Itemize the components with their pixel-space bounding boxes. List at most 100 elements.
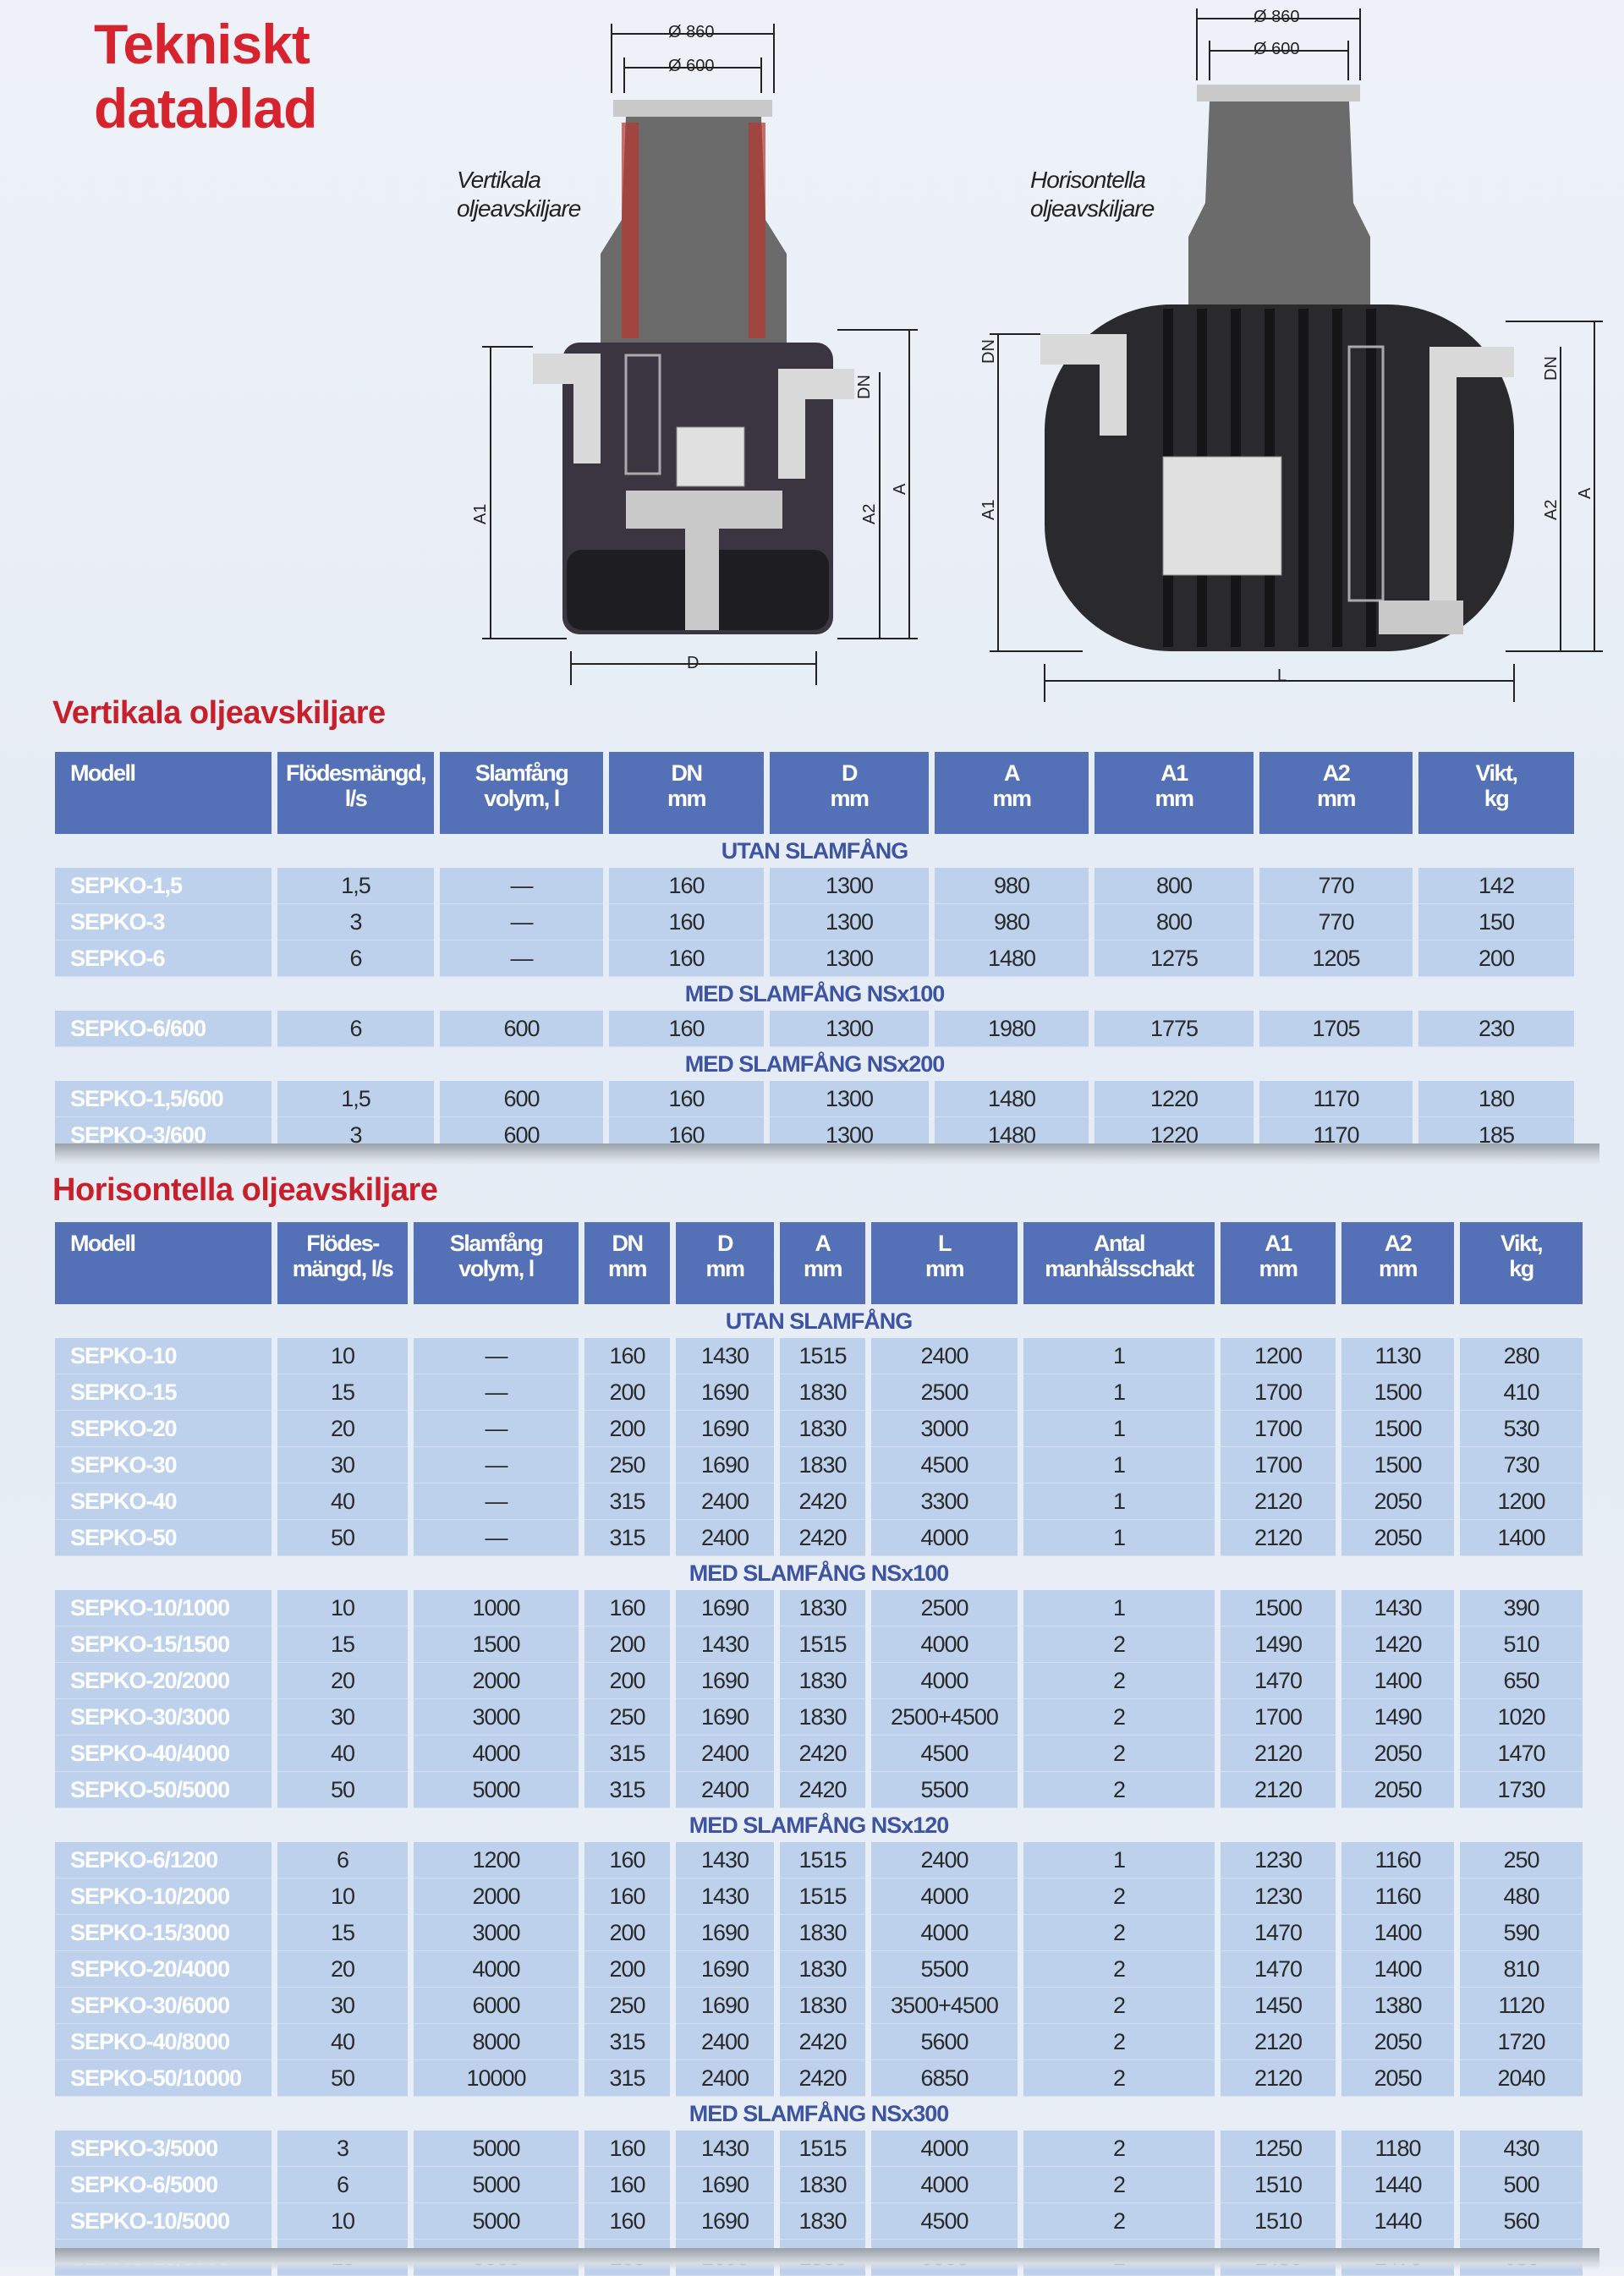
model-cell: SEPKO-6/1200	[55, 1842, 272, 1878]
table-cell: 10	[277, 1878, 408, 1915]
dimension-inner-diameter: Ø 600	[1254, 40, 1299, 58]
column-header: Slamfång volym, l	[440, 752, 603, 834]
table-cell: 1830	[780, 1447, 865, 1484]
table-cell: 50	[277, 2060, 408, 2097]
model-cell: SEPKO-20/4000	[55, 1951, 272, 1988]
group-label: UTAN SLAMFÅNG	[725, 1308, 913, 1334]
title-line-1: Tekniskt	[94, 13, 310, 75]
table-cell: 4500	[871, 2203, 1018, 2240]
table-cell: 2050	[1341, 1772, 1454, 1808]
table-cell: 1430	[1341, 1590, 1454, 1626]
table-cell: 1400	[1341, 1915, 1454, 1951]
table-cell: —	[414, 1520, 579, 1556]
header-line: A1	[1265, 1231, 1292, 1256]
table-cell: 4000	[871, 1626, 1018, 1663]
header-line: Antal	[1094, 1231, 1146, 1256]
dimension-a: A	[891, 483, 909, 495]
dimension-a2: A2	[1542, 500, 1561, 520]
table-cell: 2420	[780, 1736, 865, 1772]
table-cell: 1690	[676, 1411, 774, 1447]
group-header-row: MED SLAMFÅNG NSx120	[55, 1808, 1583, 1842]
model-cell: SEPKO-30/6000	[55, 1988, 272, 2024]
table-cell: 1480	[935, 1081, 1089, 1117]
table-cell: 510	[1460, 1626, 1583, 1663]
table-row: SEPKO-20/4000 20 4000 200 1690 1830 5500 2 1470 1…	[55, 1951, 1583, 1988]
header-line: D	[842, 760, 859, 786]
model-cell: SEPKO-1,5/600	[55, 1081, 272, 1117]
table-cell: 200	[584, 1951, 670, 1988]
header-line: mm	[667, 786, 707, 811]
column-header: Modell	[55, 752, 272, 834]
table-cell: 1430	[676, 1878, 774, 1915]
table-cell: 10	[277, 1338, 408, 1374]
table-cell: 1500	[414, 1626, 579, 1663]
table-cell: 1170	[1259, 1081, 1413, 1117]
table-cell: 30	[277, 1447, 408, 1484]
table-cell: 1690	[676, 1374, 774, 1411]
table-cell: —	[414, 1338, 579, 1374]
header-line: Flödes-	[306, 1231, 380, 1256]
table-cell: 1690	[676, 2167, 774, 2203]
header-line: volym, l	[484, 786, 560, 811]
table-cell: 1430	[676, 1338, 774, 1374]
table-row: SEPKO-50 50—315 2400 2420 4000 1 2120 2050 1400	[55, 1520, 1583, 1556]
table-cell: 2400	[676, 2024, 774, 2060]
table-cell: 2	[1023, 2060, 1215, 2097]
table-cell: 4000	[414, 1951, 579, 1988]
model-cell: SEPKO-50/5000	[55, 1772, 272, 1808]
table-cell: 200	[584, 1915, 670, 1951]
column-header: A2 mm	[1259, 752, 1413, 834]
table-cell: 6	[277, 941, 434, 977]
table-cell: 6000	[414, 1988, 579, 2024]
dimension-inner-diameter: Ø 600	[668, 57, 714, 75]
table-cell: 1515	[780, 1626, 865, 1663]
dimension-dn: DN	[474, 356, 478, 381]
table-cell: 5000	[414, 2131, 579, 2167]
vertical-diagram-caption: Vertikala oljeavskiljare	[457, 166, 581, 223]
table-cell: 6850	[871, 2060, 1018, 2097]
table-cell: 2	[1023, 1699, 1215, 1736]
table-cell: 1830	[780, 1988, 865, 2024]
dimension-d: D	[687, 654, 699, 672]
table-cell: 20	[277, 1951, 408, 1988]
model-cell: SEPKO-6/5000	[55, 2167, 272, 2203]
table-cell: 3500+4500	[871, 1988, 1018, 2024]
caption-line: oljeavskiljare	[1030, 195, 1155, 222]
table-cell: 4000	[871, 1520, 1018, 1556]
table-cell: 1180	[1341, 2131, 1454, 2167]
table-cell: 1490	[1221, 1626, 1336, 1663]
table-cell: 160	[584, 2203, 670, 2240]
header-line: mm	[992, 786, 1032, 811]
column-header: Antal manhålsschakt	[1023, 1222, 1215, 1304]
table-cell: 2400	[676, 1736, 774, 1772]
table-cell: 5600	[871, 2024, 1018, 2060]
table-cell: 1400	[1341, 1663, 1454, 1699]
table-cell: 150	[1418, 904, 1574, 941]
table-cell: 2120	[1221, 1484, 1336, 1520]
table-cell: 160	[584, 1842, 670, 1878]
group-label: MED SLAMFÅNG NSx100	[684, 980, 946, 1006]
model-cell: SEPKO-20/2000	[55, 1663, 272, 1699]
table-cell: 4000	[871, 2167, 1018, 2203]
table-cell: 2400	[676, 1484, 774, 1520]
model-cell: SEPKO-10	[55, 1338, 272, 1374]
table-cell: 1205	[1259, 941, 1413, 977]
header-line: DN	[671, 760, 704, 786]
table-cell: 1	[1023, 1842, 1215, 1878]
table-cell: 2500	[871, 1590, 1018, 1626]
table-row: SEPKO-3 3—160 1300 980 800 770 150	[55, 904, 1574, 941]
table-cell: 40	[277, 1736, 408, 1772]
table-cell: 1275	[1095, 941, 1254, 977]
table-cell: 160	[609, 904, 764, 941]
table-cell: 2400	[871, 1338, 1018, 1374]
table-cell: 250	[1460, 1842, 1583, 1878]
model-cell: SEPKO-30/3000	[55, 1699, 272, 1736]
table-cell: 1300	[770, 868, 929, 904]
column-header: Vikt, kg	[1460, 1222, 1583, 1304]
table-cell: 1440	[1341, 2167, 1454, 2203]
table-cell: 4500	[871, 1736, 1018, 1772]
table-cell: 200	[584, 1411, 670, 1447]
table-cell: 30	[277, 1988, 408, 2024]
